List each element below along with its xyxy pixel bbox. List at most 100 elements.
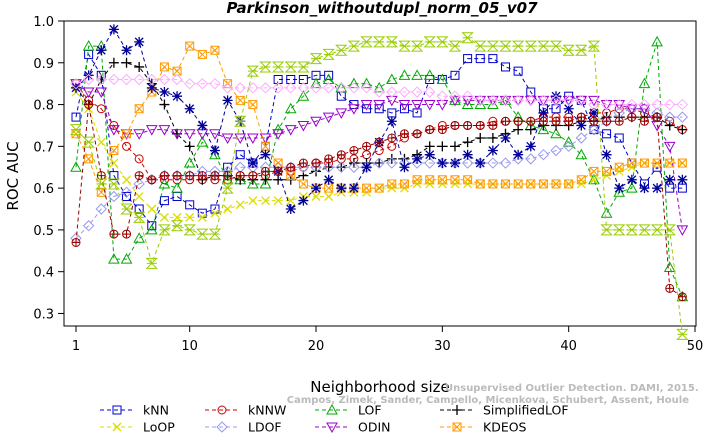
- point-marker: [424, 86, 436, 98]
- point-marker: [221, 133, 234, 145]
- legend-item-knn: kNN: [100, 403, 169, 418]
- point-marker: [474, 98, 487, 110]
- point-marker: [663, 141, 676, 153]
- point-marker: [450, 70, 460, 80]
- point-marker-cross: [615, 117, 624, 126]
- point-marker: [335, 161, 347, 173]
- point-marker-cross: [450, 121, 459, 130]
- point-marker: [411, 69, 423, 80]
- point-marker: [463, 54, 473, 64]
- legend-item-simplifiedlof: SimplifiedLOF: [440, 403, 569, 418]
- point-marker: [676, 111, 689, 123]
- point-marker: [297, 82, 310, 94]
- point-marker: [122, 129, 132, 139]
- series-lof: [70, 35, 689, 302]
- point-marker: [564, 179, 574, 189]
- point-marker-cross: [84, 100, 93, 109]
- series-layer: [69, 24, 689, 340]
- point-marker: [260, 174, 271, 185]
- point-marker: [216, 421, 228, 433]
- point-marker-cross: [286, 171, 296, 180]
- point-marker: [324, 192, 334, 201]
- point-marker-cross: [400, 129, 409, 138]
- point-marker: [614, 133, 624, 143]
- point-marker: [537, 94, 550, 107]
- point-marker: [385, 73, 398, 84]
- point-marker: [526, 179, 536, 189]
- point-marker: [462, 137, 473, 148]
- point-marker: [538, 179, 548, 189]
- point-marker: [221, 82, 234, 94]
- point-marker-cross: [602, 117, 611, 126]
- point-marker: [475, 132, 486, 143]
- point-marker: [437, 175, 447, 185]
- point-marker: [613, 100, 626, 111]
- point-marker-cross: [627, 113, 636, 122]
- point-marker: [652, 183, 663, 194]
- axes: 1 10 20 30 40 50 0.3 0.4 0.5 0.6 0.7 0.8 0.9 1.0: [33, 15, 703, 354]
- point-marker: [600, 207, 613, 218]
- point-marker: [664, 174, 675, 185]
- point-marker: [348, 104, 360, 115]
- point-marker: [513, 149, 524, 160]
- point-marker-cross: [589, 117, 598, 126]
- point-marker-cross: [324, 183, 334, 193]
- point-marker: [185, 200, 195, 210]
- point-marker: [133, 73, 145, 86]
- point-marker: [96, 137, 106, 147]
- point-marker: [336, 183, 347, 194]
- point-marker-cross: [539, 179, 548, 189]
- point-marker: [437, 158, 448, 169]
- point-marker-cross: [223, 79, 232, 89]
- point-marker-cross: [198, 171, 207, 180]
- y-tick-label: 0.7: [33, 140, 54, 155]
- point-marker: [109, 158, 119, 168]
- point-marker: [652, 158, 662, 168]
- series-odin: [70, 79, 689, 236]
- point-marker-cross: [475, 179, 485, 189]
- point-marker: [462, 149, 473, 160]
- y-tick-label: 0.3: [33, 307, 54, 322]
- point-marker: [197, 120, 208, 131]
- point-marker: [602, 166, 612, 176]
- point-marker-cross: [452, 422, 462, 432]
- point-marker-cross: [160, 171, 169, 180]
- point-marker: [487, 98, 499, 110]
- point-marker: [512, 94, 524, 107]
- point-marker: [487, 145, 498, 156]
- point-marker: [537, 123, 550, 135]
- point-marker: [461, 98, 474, 110]
- point-marker: [146, 73, 158, 86]
- point-marker-cross: [463, 175, 472, 185]
- point-marker-cross: [514, 117, 523, 126]
- point-marker: [109, 171, 119, 181]
- point-marker: [82, 220, 95, 232]
- point-marker: [525, 141, 536, 152]
- point-marker: [159, 87, 170, 98]
- point-marker: [235, 95, 245, 105]
- point-marker-cross: [122, 230, 131, 239]
- point-marker: [209, 77, 221, 90]
- point-marker: [284, 102, 297, 114]
- y-axis-label: ROC AUC: [4, 141, 22, 210]
- point-marker: [184, 103, 195, 114]
- point-marker: [575, 148, 588, 160]
- point-marker: [348, 183, 359, 194]
- point-marker: [108, 73, 120, 86]
- legend-item-kdeos: KDEOS: [440, 420, 527, 434]
- point-marker: [159, 196, 169, 206]
- point-marker-cross: [513, 179, 523, 189]
- point-marker: [172, 191, 182, 201]
- point-marker: [298, 195, 309, 206]
- point-marker-cross: [362, 183, 371, 193]
- point-marker-cross: [223, 171, 232, 180]
- point-marker: [638, 77, 651, 89]
- y-tick-label: 0.4: [33, 266, 54, 281]
- point-marker-cross: [425, 175, 435, 185]
- point-marker-cross: [210, 171, 219, 180]
- point-marker-cross: [640, 117, 649, 126]
- point-marker: [639, 158, 649, 168]
- point-marker: [551, 179, 561, 189]
- point-marker: [474, 95, 487, 107]
- x-tick-label: 50: [687, 339, 703, 354]
